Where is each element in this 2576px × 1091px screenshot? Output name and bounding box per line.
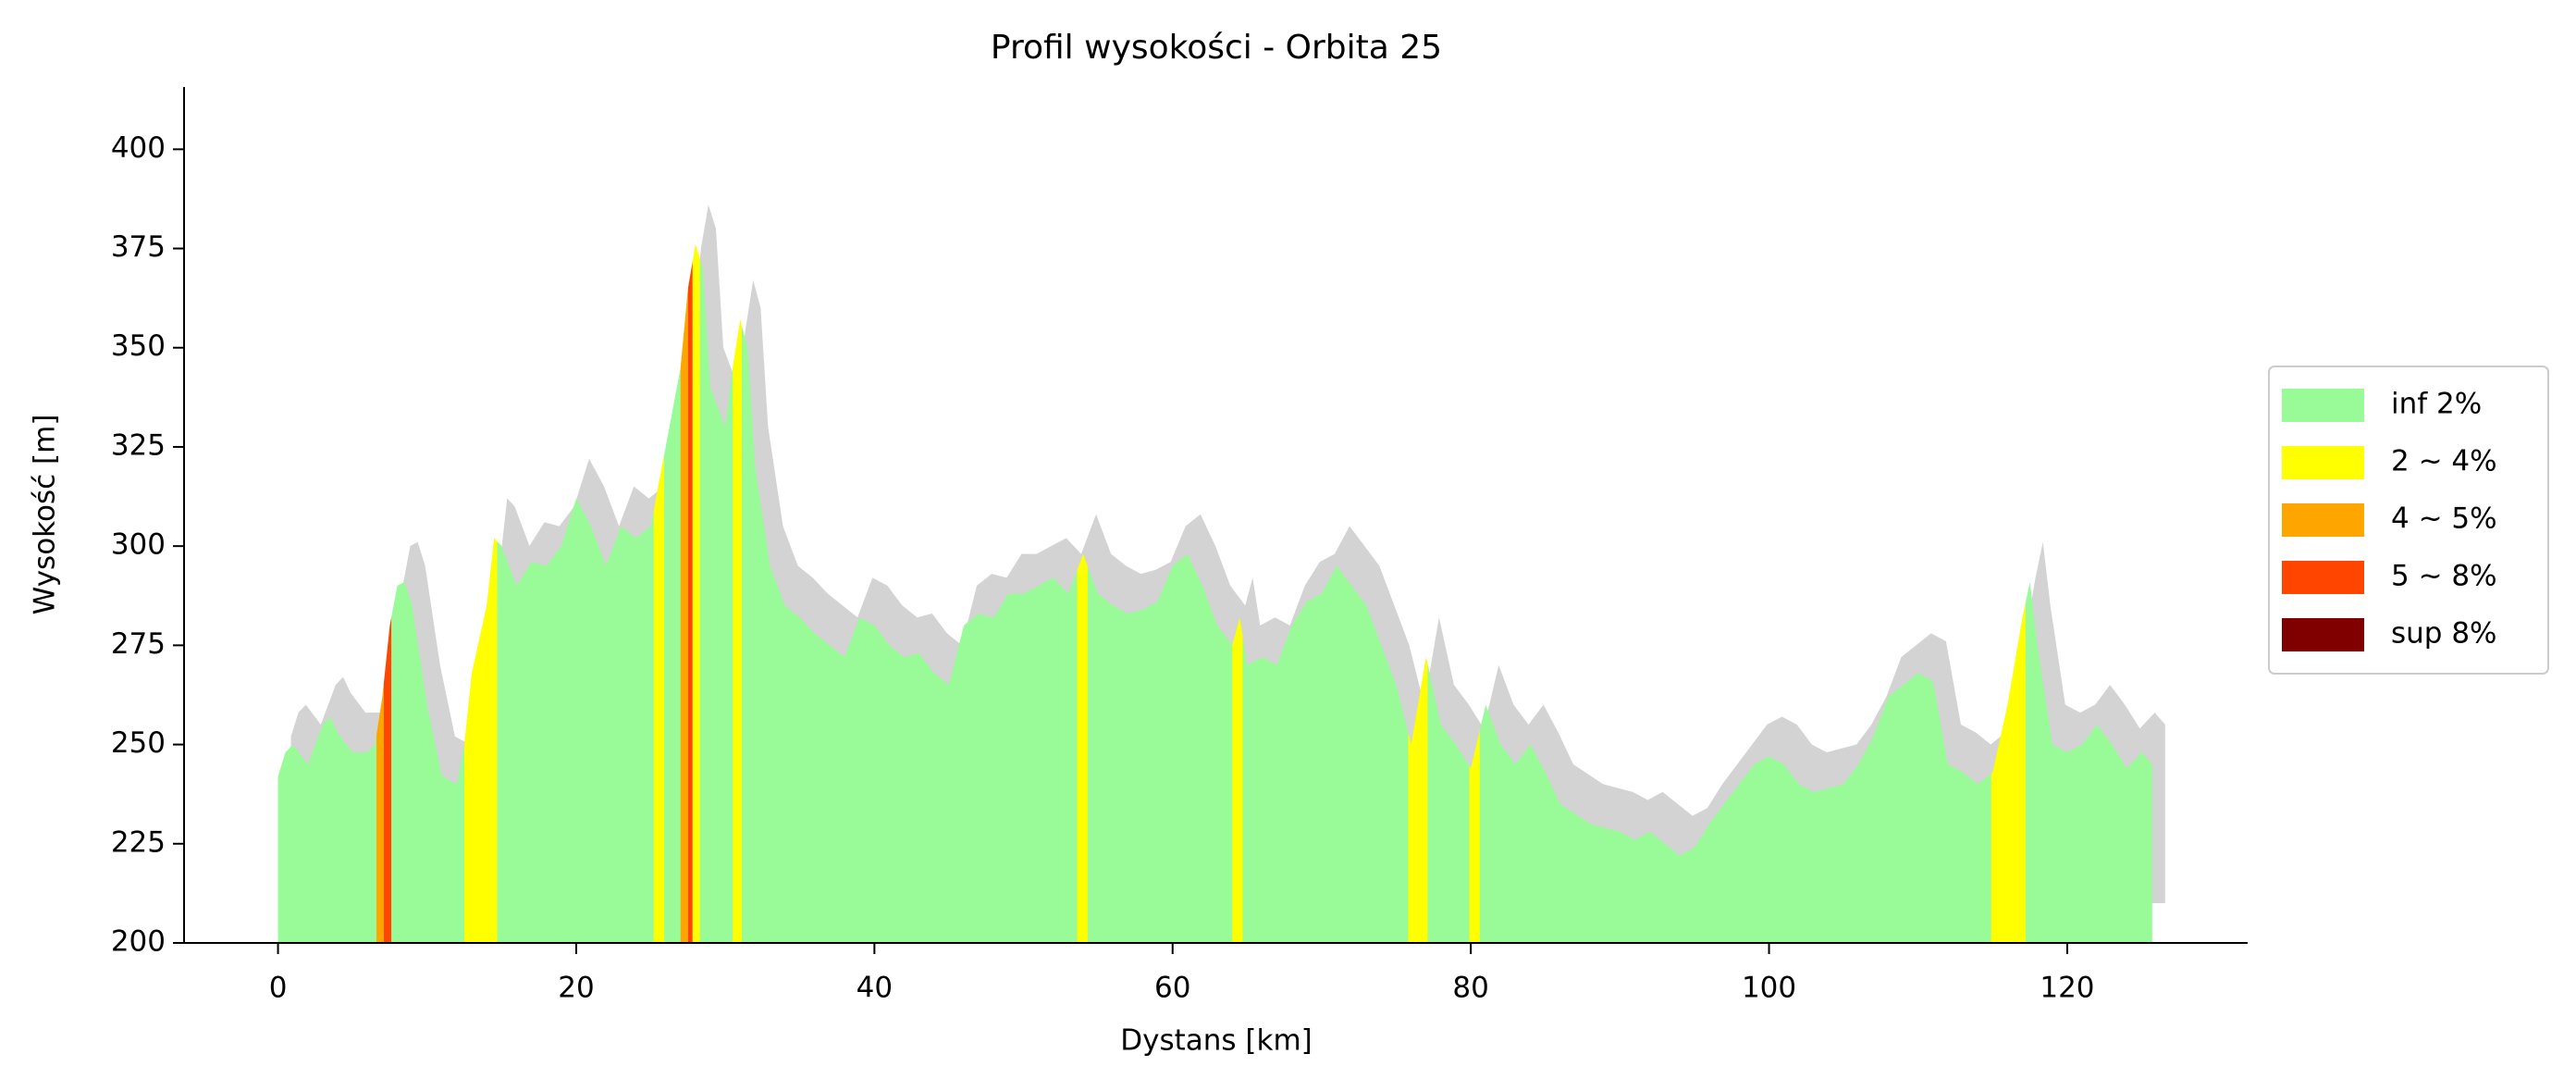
gradient-segment <box>1077 553 1088 943</box>
legend-swatch <box>2282 389 2364 422</box>
x-tick-label: 40 <box>857 972 893 1005</box>
x-tick-label: 120 <box>2040 972 2094 1005</box>
legend-swatch <box>2282 446 2364 479</box>
y-tick-label: 325 <box>111 428 166 462</box>
y-tick-label: 350 <box>111 329 166 363</box>
legend-label: 5 ~ 8% <box>2391 560 2497 593</box>
legend-label: sup 8% <box>2391 617 2497 651</box>
x-tick-label: 100 <box>1742 972 1796 1005</box>
gradient-segment <box>376 682 385 943</box>
profile-area <box>277 244 2152 943</box>
gradient-segment <box>1232 617 1243 943</box>
gradient-segment <box>692 244 700 943</box>
gradient-segment <box>464 538 498 943</box>
x-tick-label: 0 <box>269 972 288 1005</box>
y-tick-label: 275 <box>111 627 166 661</box>
legend-swatch <box>2282 503 2364 537</box>
legend-label: 4 ~ 5% <box>2391 502 2497 536</box>
legend-swatch <box>2282 561 2364 594</box>
legend-box <box>2268 366 2549 675</box>
gradient-segment <box>384 617 392 943</box>
x-tick-label: 20 <box>558 972 594 1005</box>
gradient-segment <box>1991 602 2026 943</box>
gradient-segment <box>1469 730 1480 943</box>
axes: 200 225 250 275 300 325 350 375 400 0 20 40 60 80 100 1… <box>111 87 2248 1005</box>
gradient-segment <box>687 262 693 943</box>
y-tick-label: 375 <box>111 230 166 264</box>
chart-title: Profil wysokości - Orbita 25 <box>991 29 1442 67</box>
y-tick-label: 225 <box>111 825 166 859</box>
y-tick-label: 250 <box>111 726 166 760</box>
y-tick-label: 400 <box>111 131 166 165</box>
gradient-segment <box>1408 657 1428 943</box>
x-axis-label: Dystans [km] <box>1120 1024 1313 1058</box>
x-tick-label: 60 <box>1154 972 1190 1005</box>
y-tick-label: 200 <box>111 925 166 959</box>
y-axis-label: Wysokość [m] <box>29 415 62 615</box>
gradient-segment <box>653 454 665 943</box>
legend-label: 2 ~ 4% <box>2391 445 2497 478</box>
legend: inf 2% 2 ~ 4% 4 ~ 5% 5 ~ 8% sup 8% <box>2268 366 2549 675</box>
gradient-segment <box>733 319 742 943</box>
gradient-segment <box>680 288 688 943</box>
x-tick-label: 80 <box>1452 972 1488 1005</box>
y-tick-label: 300 <box>111 528 166 562</box>
legend-label: inf 2% <box>2391 388 2482 421</box>
legend-swatch <box>2282 618 2364 651</box>
plot-area <box>277 205 2165 943</box>
